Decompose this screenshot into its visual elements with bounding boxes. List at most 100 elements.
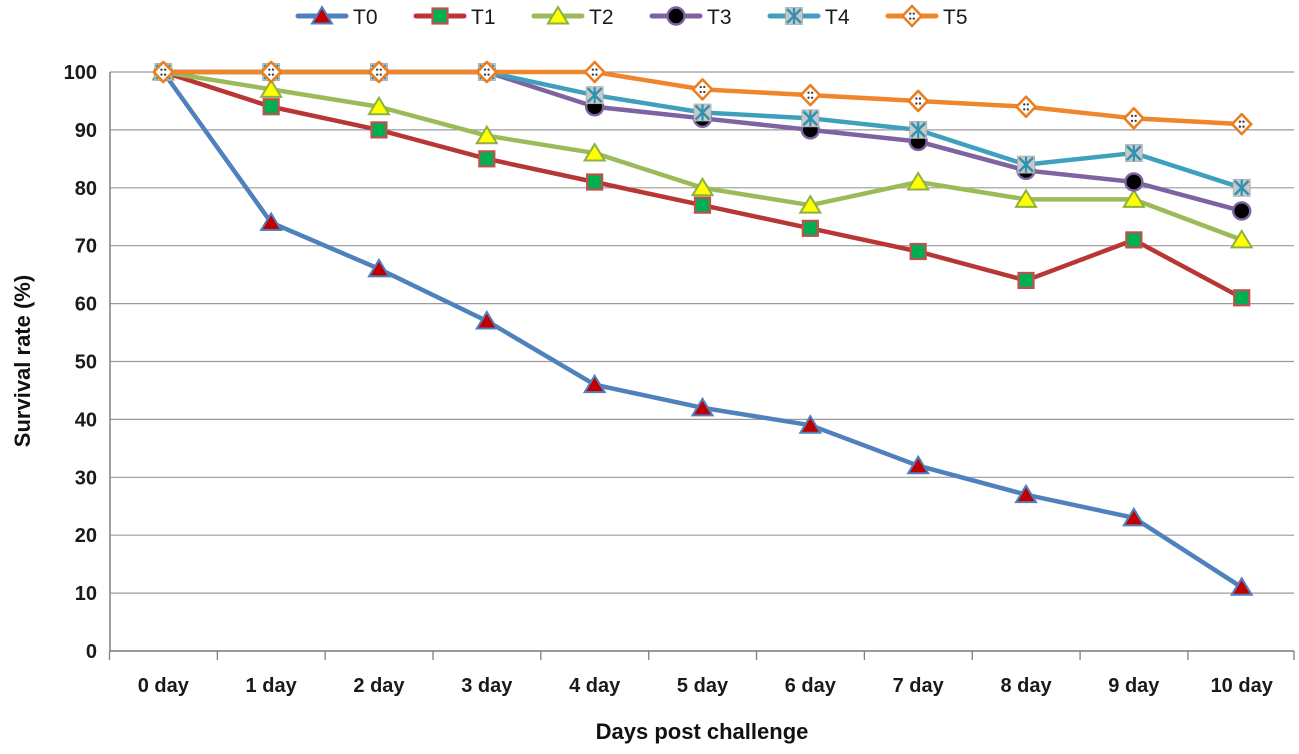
- diamond-dot: [1130, 114, 1134, 118]
- legend-item-T0: T0: [295, 5, 378, 29]
- diamond-dot: [160, 73, 163, 76]
- diamond-dot: [595, 68, 598, 71]
- marker-T4-day5: [693, 103, 712, 122]
- marker-T1-day5: [693, 196, 712, 214]
- marker-T0-day8: [1014, 483, 1038, 504]
- marker-T5-day0: [152, 60, 175, 84]
- square-marker-icon: [370, 121, 388, 139]
- diamond-marker-icon: [368, 60, 390, 84]
- triangle-marker-icon: [259, 78, 283, 98]
- diamond-dot: [703, 85, 706, 89]
- marker-T0-day10: [1229, 576, 1254, 596]
- diamond-dot: [379, 68, 382, 71]
- diamond-dot: [1242, 125, 1245, 128]
- marker-T5-day4: [583, 60, 606, 84]
- square-marker-icon: [1125, 231, 1143, 249]
- x-tick-label-4: 4 day: [569, 675, 621, 697]
- marker-T2-day8: [1014, 188, 1038, 208]
- diamond-dot: [487, 68, 490, 71]
- x-tick-label-8: 8 day: [1000, 675, 1052, 697]
- triangle-marker-icon: [798, 414, 823, 434]
- marker-T5-day3: [476, 60, 498, 84]
- legend-label-T3: T3: [707, 6, 732, 29]
- marker-T5-day6: [799, 83, 822, 107]
- diamond-dot: [912, 12, 915, 15]
- square-marker-icon: [586, 173, 604, 191]
- triangle-marker-icon: [475, 310, 499, 330]
- x-axis-title: Days post challenge: [595, 719, 809, 744]
- triangle-marker-icon: [1014, 188, 1038, 208]
- y-tick-label-0: 0: [86, 641, 97, 663]
- triangle-marker-icon: [798, 194, 823, 214]
- diamond-dot: [1242, 120, 1245, 123]
- triangle-marker-icon: [690, 396, 715, 417]
- marker-T2-day5: [690, 176, 715, 197]
- y-tick-label-70: 70: [75, 236, 97, 258]
- marker-T0-day1: [259, 211, 283, 232]
- y-tick-label-100: 100: [64, 62, 97, 84]
- diamond-dot: [699, 85, 702, 89]
- marker-T1-day1: [262, 98, 280, 116]
- circle-marker-icon: [1231, 201, 1252, 221]
- triangle-marker-icon: [546, 5, 570, 25]
- diamond-dot: [1023, 103, 1026, 106]
- diamond-dot: [376, 68, 379, 71]
- marker-T2-day9: [1122, 188, 1146, 208]
- diamond-marker-icon: [1015, 95, 1037, 119]
- marker-T4-day4: [585, 86, 604, 105]
- legend-marker-T0: [310, 5, 334, 25]
- diamond-dot: [268, 68, 271, 71]
- series-line-T0: [161, 69, 1244, 590]
- square-marker-icon: [431, 7, 449, 25]
- diamond-dot: [595, 73, 598, 76]
- legend-marker-T5: [901, 4, 923, 28]
- diamond-dot: [909, 17, 912, 20]
- diamond-dot: [268, 73, 271, 76]
- marker-T1-day7: [909, 242, 927, 261]
- diamond-marker-icon: [799, 83, 822, 107]
- x-tick-label-7: 7 day: [893, 675, 945, 697]
- x-tick-label-3: 3 day: [461, 675, 513, 697]
- square-marker-icon: [262, 98, 280, 116]
- y-tick-label-60: 60: [75, 294, 97, 316]
- x-tick-label-9: 9 day: [1108, 675, 1160, 697]
- diamond-marker-icon: [1230, 112, 1253, 136]
- triangle-marker-icon: [1122, 506, 1146, 527]
- circle-marker-icon: [666, 6, 686, 26]
- diamond-marker-icon: [1123, 107, 1145, 130]
- marker-T2-day7: [906, 171, 930, 191]
- marker-T3-day10: [1231, 201, 1252, 221]
- marker-T4-day10: [1232, 178, 1251, 197]
- triangle-marker-icon: [1229, 228, 1254, 249]
- y-tick-label-80: 80: [75, 178, 97, 200]
- y-tick-label-90: 90: [75, 120, 97, 142]
- y-tick-label-40: 40: [75, 409, 97, 431]
- triangle-marker-icon: [1122, 188, 1146, 208]
- x-tick-label-0: 0 day: [138, 675, 190, 697]
- series-T2: [151, 61, 1254, 249]
- diamond-dot: [909, 12, 912, 15]
- diamond-dot: [915, 97, 918, 100]
- marker-T2-day4: [582, 142, 607, 162]
- marker-T5-day10: [1230, 112, 1253, 136]
- triangle-marker-icon: [367, 95, 391, 116]
- diamond-dot: [487, 73, 490, 76]
- diamond-dot: [1238, 120, 1242, 123]
- diamond-dot: [271, 68, 275, 71]
- triangle-marker-icon: [259, 211, 283, 232]
- legend-label-T5: T5: [943, 6, 968, 29]
- diamond-marker-icon: [583, 60, 606, 84]
- square-marker-icon: [693, 196, 712, 214]
- legend-item-T4: T4: [767, 6, 850, 29]
- diamond-marker-icon: [260, 60, 282, 84]
- triangle-marker-icon: [906, 171, 930, 191]
- diamond-dot: [160, 68, 163, 71]
- x-axis-tick-labels: 0 day 1 day 2 day 3 day 4 day 5 day 6 day 7 day…: [138, 675, 1274, 697]
- diamond-marker-icon: [907, 89, 929, 113]
- marker-T1-day8: [1017, 271, 1035, 290]
- diamond-dot: [1238, 125, 1242, 128]
- diamond-dot: [703, 90, 706, 94]
- y-tick-label-30: 30: [75, 467, 97, 489]
- diamond-dot: [1134, 114, 1137, 118]
